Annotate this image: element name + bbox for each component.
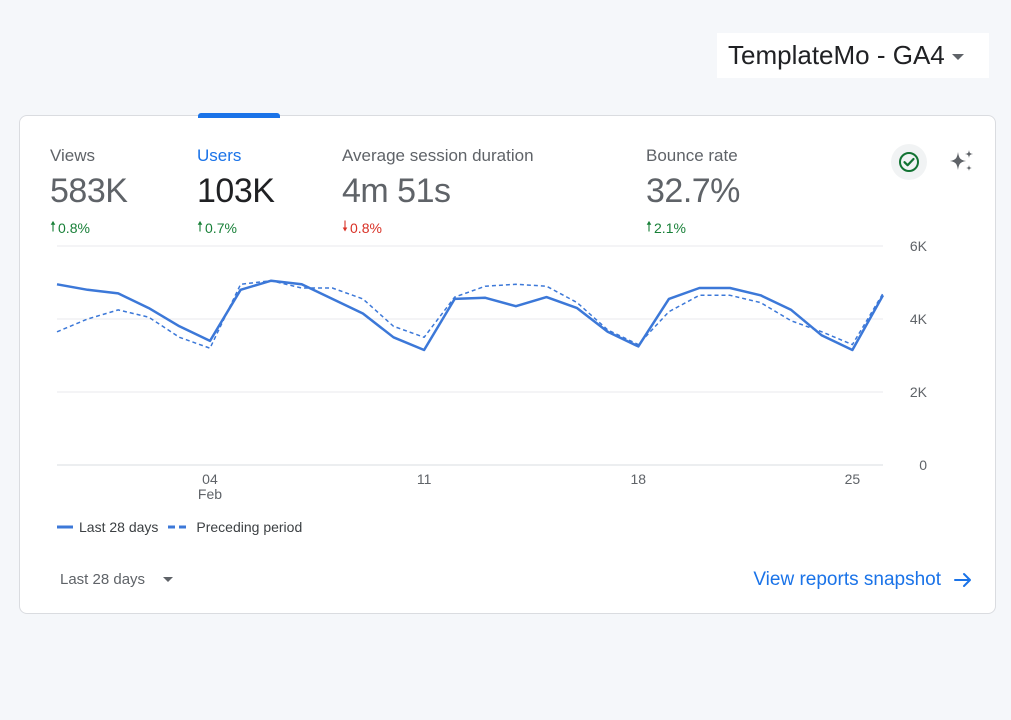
series-line-last-28-days [56, 279, 885, 352]
ai-insights-button[interactable] [944, 144, 980, 180]
y-tick-label: 6K [910, 238, 928, 254]
metric-avg-session-duration[interactable]: Average session duration 4m 51s 🠗 0.8% [342, 146, 534, 240]
caret-down-icon [951, 53, 964, 60]
legend-label: Last 28 days [79, 519, 159, 535]
metric-users[interactable]: Users 103K 🠕 0.7% [197, 146, 275, 240]
metric-change-value: 0.8% [350, 220, 382, 236]
metric-change-value: 0.8% [58, 220, 90, 236]
metric-change-value: 0.7% [205, 220, 237, 236]
arrow-right-icon [954, 573, 971, 587]
metric-value: 583K [50, 172, 128, 210]
x-tick-label: 18 [630, 471, 646, 487]
property-name: TemplateMo - GA4 [728, 40, 945, 70]
property-selector[interactable]: TemplateMo - GA4 [717, 33, 989, 78]
metric-change: 🠕 2.1% [646, 216, 740, 240]
metric-value: 32.7% [646, 172, 740, 210]
metric-label: Bounce rate [646, 146, 738, 165]
view-reports-snapshot-link[interactable]: View reports snapshot [753, 569, 973, 591]
metric-label: Users [197, 146, 242, 165]
arrow-up-icon: 🠕 [646, 218, 653, 234]
chart-legend: Last 28 days Preceding period [57, 519, 312, 535]
solid-line-swatch [57, 525, 73, 529]
y-tick-label: 2K [910, 384, 928, 400]
overview-card: Views 583K 🠕 0.8% Users 103K 🠕 0.7% Aver… [19, 115, 996, 614]
sparkle-icon [950, 150, 973, 171]
active-tab-indicator [198, 113, 280, 118]
metric-views[interactable]: Views 583K 🠕 0.8% [50, 146, 128, 240]
legend-item-current: Last 28 days [57, 519, 158, 535]
legend-item-previous: Preceding period [168, 519, 302, 535]
metric-change: 🠕 0.7% [197, 216, 274, 240]
date-range-dropdown[interactable]: Last 28 days [60, 571, 174, 588]
x-tick-sublabel: Feb [198, 486, 222, 502]
metric-change-value: 2.1% [654, 220, 686, 236]
arrow-down-icon: 🠗 [342, 218, 349, 234]
metric-label: Views [50, 146, 96, 165]
y-tick-label: 4K [910, 311, 928, 327]
metric-value: 103K [197, 172, 275, 210]
metric-label: Average session duration [342, 146, 534, 165]
x-tick-label: 04 [202, 471, 218, 487]
insights-check-button[interactable] [891, 144, 927, 180]
metric-change: 🠗 0.8% [342, 216, 534, 240]
arrow-up-icon: 🠕 [197, 218, 204, 234]
arrow-up-icon: 🠕 [50, 218, 57, 234]
x-tick-label: 11 [417, 471, 432, 487]
date-range-label: Last 28 days [60, 571, 146, 588]
series-line-preceding-period [56, 279, 884, 349]
x-tick-label: 25 [845, 471, 861, 487]
legend-label: Preceding period [196, 519, 303, 535]
metric-bounce-rate[interactable]: Bounce rate 32.7% 🠕 2.1% [646, 146, 740, 240]
dashed-line-swatch [168, 525, 191, 529]
metric-change: 🠕 0.8% [50, 216, 127, 240]
caret-down-icon [163, 577, 174, 582]
metric-value: 4m 51s [342, 172, 451, 210]
y-tick-label: 0 [919, 457, 927, 473]
check-circle-icon [899, 152, 919, 172]
view-link-label: View reports snapshot [753, 569, 941, 590]
